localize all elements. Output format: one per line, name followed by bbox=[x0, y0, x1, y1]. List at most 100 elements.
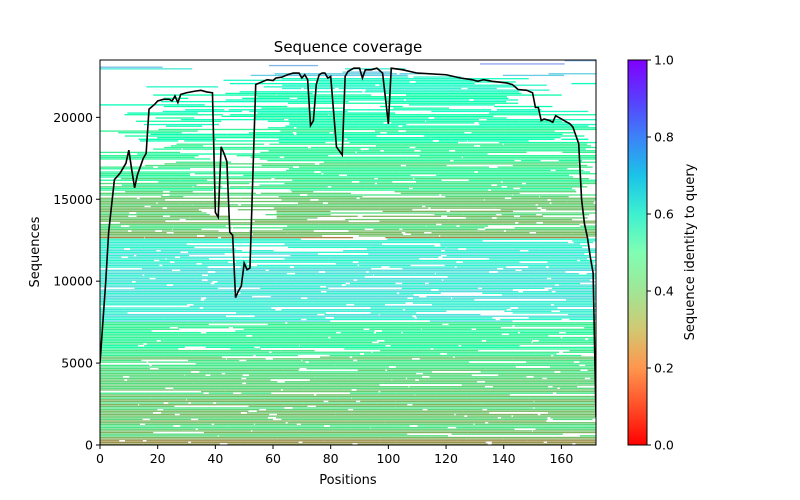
heatmap-row-segment bbox=[534, 400, 596, 403]
heatmap-row-segment bbox=[134, 287, 218, 290]
heatmap-row-segment bbox=[482, 292, 531, 294]
heatmap-row-segment bbox=[484, 199, 548, 201]
heatmap-row-segment bbox=[326, 363, 398, 365]
heatmap-row-segment bbox=[100, 368, 150, 370]
heatmap-row-segment bbox=[498, 374, 532, 376]
heatmap-row-segment bbox=[400, 153, 488, 155]
heatmap-row-segment bbox=[552, 287, 596, 290]
heatmap-row-segment bbox=[100, 338, 121, 340]
heatmap-row-segment bbox=[203, 200, 239, 203]
heatmap-row-segment bbox=[100, 358, 182, 360]
heatmap-row-segment bbox=[188, 430, 252, 432]
heatmap-row-segment bbox=[426, 291, 519, 293]
heatmap-row-segment bbox=[477, 171, 515, 173]
heatmap-row-segment bbox=[146, 343, 246, 345]
heatmap-row-segment bbox=[160, 340, 257, 342]
heatmap-row-segment bbox=[501, 245, 590, 247]
heatmap-row-segment bbox=[560, 282, 581, 285]
heatmap-row-segment bbox=[558, 425, 595, 427]
heatmap-row-segment bbox=[284, 381, 383, 383]
heatmap-row-segment bbox=[459, 114, 502, 116]
heatmap-row-segment bbox=[330, 336, 366, 339]
heatmap-row-segment bbox=[274, 177, 375, 180]
heatmap-row-segment bbox=[466, 395, 495, 398]
heatmap-row-segment bbox=[185, 374, 206, 376]
heatmap-row-segment bbox=[337, 158, 408, 160]
heatmap-row-segment bbox=[100, 412, 153, 414]
heatmap-row-segment bbox=[497, 346, 519, 349]
heatmap-row-segment bbox=[412, 253, 517, 255]
heatmap-row-segment bbox=[337, 399, 438, 401]
heatmap-row-segment bbox=[365, 184, 394, 186]
heatmap-row-segment bbox=[330, 338, 390, 340]
heatmap-row-segment bbox=[368, 271, 458, 273]
heatmap-row-segment bbox=[440, 245, 502, 247]
heatmap-row-segment bbox=[273, 363, 327, 365]
heatmap-row-segment bbox=[129, 214, 210, 216]
heatmap-row-segment bbox=[406, 164, 447, 167]
heatmap-row-segment bbox=[591, 395, 596, 398]
heatmap-row-segment bbox=[387, 354, 476, 357]
heatmap-row-segment bbox=[366, 418, 426, 421]
heatmap-row-segment bbox=[448, 218, 487, 221]
heatmap-row-segment bbox=[395, 405, 492, 407]
heatmap-row-segment bbox=[206, 297, 233, 299]
heatmap-row-segment bbox=[232, 413, 270, 416]
heatmap-row-segment bbox=[578, 341, 596, 344]
heatmap-row-segment bbox=[536, 127, 596, 129]
heatmap-row-segment bbox=[559, 387, 587, 389]
heatmap-row-segment bbox=[489, 413, 538, 416]
x-tick-label: 0 bbox=[96, 451, 104, 466]
heatmap-row-segment bbox=[100, 438, 142, 440]
heatmap-row-segment bbox=[446, 169, 551, 172]
heatmap-row-segment bbox=[382, 358, 413, 360]
heatmap-row-segment bbox=[494, 395, 592, 398]
heatmap-row-segment bbox=[447, 277, 548, 280]
heatmap-row-segment bbox=[229, 272, 267, 275]
heatmap-row-segment bbox=[100, 200, 165, 203]
heatmap-row-segment bbox=[559, 161, 596, 163]
heatmap-row-segment bbox=[252, 233, 323, 235]
heatmap-row-segment bbox=[157, 166, 262, 168]
heatmap-row-segment bbox=[100, 256, 122, 258]
heatmap-row-segment bbox=[118, 132, 182, 134]
heatmap-row-segment bbox=[483, 281, 532, 283]
heatmap-row-segment bbox=[504, 310, 552, 312]
heatmap-row-segment bbox=[191, 349, 281, 352]
heatmap-row-segment bbox=[542, 222, 596, 224]
heatmap-row-segment bbox=[502, 181, 564, 183]
heatmap-row-segment bbox=[164, 338, 184, 340]
heatmap-row-segment bbox=[455, 150, 558, 152]
heatmap-row-segment bbox=[170, 145, 204, 147]
heatmap-row-segment bbox=[100, 276, 181, 278]
heatmap-row-segment bbox=[435, 395, 467, 398]
heatmap-row-segment bbox=[449, 338, 531, 340]
heatmap-row-segment bbox=[495, 407, 534, 409]
heatmap-row-segment bbox=[383, 317, 415, 319]
heatmap-row-segment bbox=[197, 248, 236, 250]
heatmap-row-segment bbox=[172, 177, 272, 180]
heatmap-row-segment bbox=[408, 104, 438, 106]
heatmap-row-segment bbox=[155, 277, 197, 280]
heatmap-row-segment bbox=[319, 436, 396, 439]
heatmap-row-segment bbox=[256, 340, 283, 342]
heatmap-row-segment bbox=[152, 426, 229, 429]
heatmap-row-segment bbox=[428, 282, 497, 285]
heatmap-row-segment bbox=[494, 105, 553, 108]
heatmap-row-segment bbox=[540, 413, 596, 416]
heatmap-row-segment bbox=[489, 387, 558, 389]
heatmap-row-segment bbox=[174, 261, 229, 263]
heatmap-row-segment bbox=[242, 222, 312, 224]
heatmap-row-segment bbox=[342, 384, 380, 386]
heatmap-row-segment bbox=[246, 412, 336, 414]
heatmap-row-segment bbox=[434, 117, 507, 119]
heatmap-row-segment bbox=[447, 215, 496, 217]
heatmap-row-segment bbox=[429, 159, 451, 162]
heatmap-row-segment bbox=[283, 404, 304, 406]
heatmap-row-segment bbox=[331, 186, 405, 188]
heatmap-row-segment bbox=[445, 195, 540, 198]
heatmap-row-segment bbox=[539, 173, 596, 175]
heatmap-row-segment bbox=[418, 387, 490, 389]
heatmap-row-segment bbox=[399, 318, 496, 321]
heatmap-row-segment bbox=[291, 426, 371, 429]
